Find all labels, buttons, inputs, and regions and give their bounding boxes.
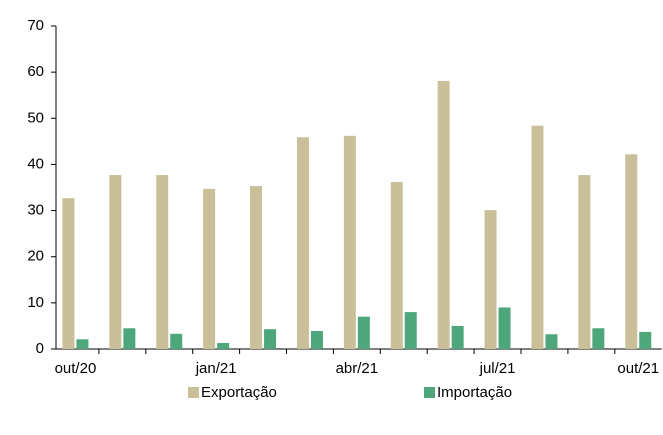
y-tick-label: 50 xyxy=(27,109,44,126)
bar xyxy=(357,316,370,349)
legend-label: Exportação xyxy=(201,384,277,401)
bar xyxy=(578,175,591,349)
bar xyxy=(625,154,638,349)
y-tick-label: 40 xyxy=(27,155,44,172)
y-tick-label: 0 xyxy=(36,340,44,357)
bar xyxy=(639,331,652,349)
bar xyxy=(109,175,122,349)
bar xyxy=(404,312,417,349)
bar xyxy=(310,331,323,349)
bar xyxy=(343,135,356,349)
bar xyxy=(62,198,75,349)
x-tick-label: out/20 xyxy=(55,360,97,377)
y-tick-label: 60 xyxy=(27,63,44,80)
bar xyxy=(170,333,183,349)
legend-label: Importação xyxy=(437,384,512,401)
y-tick-label: 30 xyxy=(27,202,44,219)
bar xyxy=(545,334,558,349)
bar xyxy=(592,328,605,349)
bar xyxy=(390,181,403,349)
bar xyxy=(76,339,89,349)
bar xyxy=(451,325,464,349)
bar xyxy=(484,210,497,349)
bar xyxy=(498,307,511,349)
bar xyxy=(156,175,169,349)
y-tick-label: 10 xyxy=(27,294,44,311)
bar xyxy=(123,328,136,349)
legend-swatch xyxy=(188,387,199,398)
x-tick-label: abr/21 xyxy=(336,360,379,377)
y-tick-label: 20 xyxy=(27,248,44,265)
bar xyxy=(250,186,263,349)
x-tick-label: jan/21 xyxy=(195,360,237,377)
bar xyxy=(217,343,230,349)
bar xyxy=(203,188,216,349)
bar xyxy=(264,329,277,349)
x-tick-label: jul/21 xyxy=(479,360,516,377)
bar xyxy=(296,137,309,349)
bar xyxy=(531,125,544,349)
bar xyxy=(437,80,450,349)
x-tick-label: out/21 xyxy=(617,360,659,377)
y-tick-label: 70 xyxy=(27,17,44,34)
legend-swatch xyxy=(424,387,435,398)
